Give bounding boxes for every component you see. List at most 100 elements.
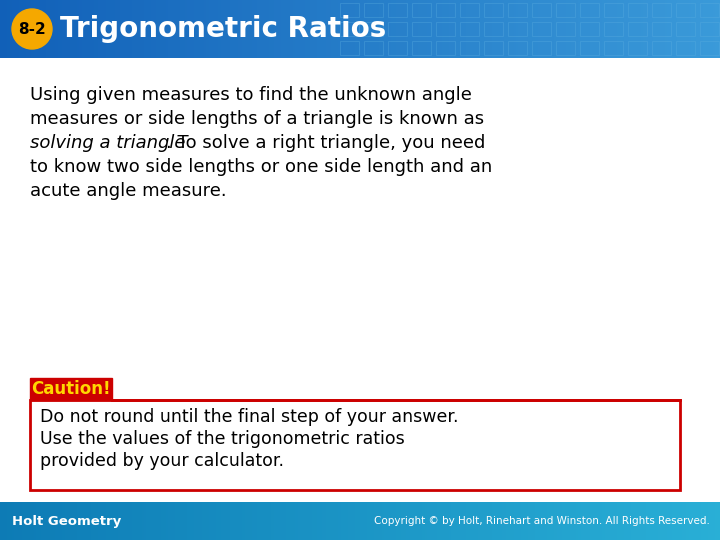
Bar <box>12 0 15 58</box>
Bar <box>513 502 517 540</box>
Bar <box>578 502 582 540</box>
Bar <box>499 502 503 540</box>
Bar <box>135 0 138 58</box>
Bar <box>502 0 505 58</box>
Bar <box>266 502 270 540</box>
Bar <box>626 502 630 540</box>
Bar <box>646 502 649 540</box>
Bar <box>142 502 145 540</box>
Bar <box>495 0 498 58</box>
Bar <box>415 0 418 58</box>
Bar <box>367 0 371 58</box>
Bar <box>610 502 613 540</box>
Bar <box>346 502 349 540</box>
Bar <box>53 502 56 540</box>
Bar <box>441 0 445 58</box>
Bar <box>24 0 27 58</box>
Bar <box>264 502 267 540</box>
Bar <box>79 502 83 540</box>
Bar <box>300 502 303 540</box>
Bar <box>461 502 464 540</box>
Bar <box>158 0 162 58</box>
Bar <box>353 502 356 540</box>
Bar <box>355 502 359 540</box>
Bar <box>48 502 51 540</box>
Bar <box>340 3 359 17</box>
Bar <box>43 0 47 58</box>
Bar <box>243 502 246 540</box>
Bar <box>528 0 531 58</box>
Bar <box>459 502 462 540</box>
Bar <box>74 502 78 540</box>
Bar <box>156 502 159 540</box>
Bar <box>549 502 553 540</box>
Bar <box>175 502 179 540</box>
Bar <box>413 0 416 58</box>
Bar <box>689 502 692 540</box>
Bar <box>420 502 423 540</box>
Bar <box>228 0 231 58</box>
Bar <box>545 0 548 58</box>
Bar <box>621 502 625 540</box>
Bar <box>355 0 359 58</box>
Bar <box>2 502 6 540</box>
Bar <box>492 0 495 58</box>
Bar <box>495 502 498 540</box>
Bar <box>387 502 390 540</box>
Bar <box>257 0 260 58</box>
Bar <box>454 502 457 540</box>
Bar <box>549 0 553 58</box>
Bar <box>137 0 140 58</box>
Bar <box>595 0 598 58</box>
Bar <box>624 0 627 58</box>
Bar <box>333 502 337 540</box>
Bar <box>384 0 387 58</box>
Bar <box>288 0 292 58</box>
Bar <box>65 502 68 540</box>
Bar <box>425 0 428 58</box>
Bar <box>636 502 639 540</box>
Bar <box>53 0 56 58</box>
Bar <box>639 0 642 58</box>
Bar <box>605 0 608 58</box>
Bar <box>351 502 354 540</box>
Bar <box>600 0 603 58</box>
Bar <box>86 0 90 58</box>
Bar <box>225 0 229 58</box>
Bar <box>36 502 40 540</box>
Bar <box>391 502 395 540</box>
Bar <box>585 0 589 58</box>
Bar <box>475 502 479 540</box>
Bar <box>108 0 112 58</box>
Bar <box>315 0 318 58</box>
Text: Trigonometric Ratios: Trigonometric Ratios <box>60 15 386 43</box>
Bar <box>70 502 73 540</box>
Bar <box>556 3 575 17</box>
Bar <box>516 0 519 58</box>
Bar <box>650 0 654 58</box>
Bar <box>408 0 411 58</box>
Bar <box>477 0 481 58</box>
Bar <box>657 0 661 58</box>
Bar <box>199 502 202 540</box>
Bar <box>115 0 119 58</box>
Bar <box>389 0 392 58</box>
Bar <box>101 0 104 58</box>
Bar <box>463 0 467 58</box>
Bar <box>569 502 572 540</box>
Bar <box>182 502 186 540</box>
Bar <box>38 502 42 540</box>
Bar <box>81 0 85 58</box>
Bar <box>533 0 536 58</box>
Bar <box>29 502 32 540</box>
Bar <box>532 22 551 36</box>
Bar <box>708 0 711 58</box>
Bar <box>686 502 690 540</box>
Bar <box>588 502 591 540</box>
Bar <box>168 502 171 540</box>
Bar <box>58 0 61 58</box>
Bar <box>185 0 188 58</box>
Bar <box>257 502 260 540</box>
Bar <box>691 502 695 540</box>
Bar <box>614 0 618 58</box>
